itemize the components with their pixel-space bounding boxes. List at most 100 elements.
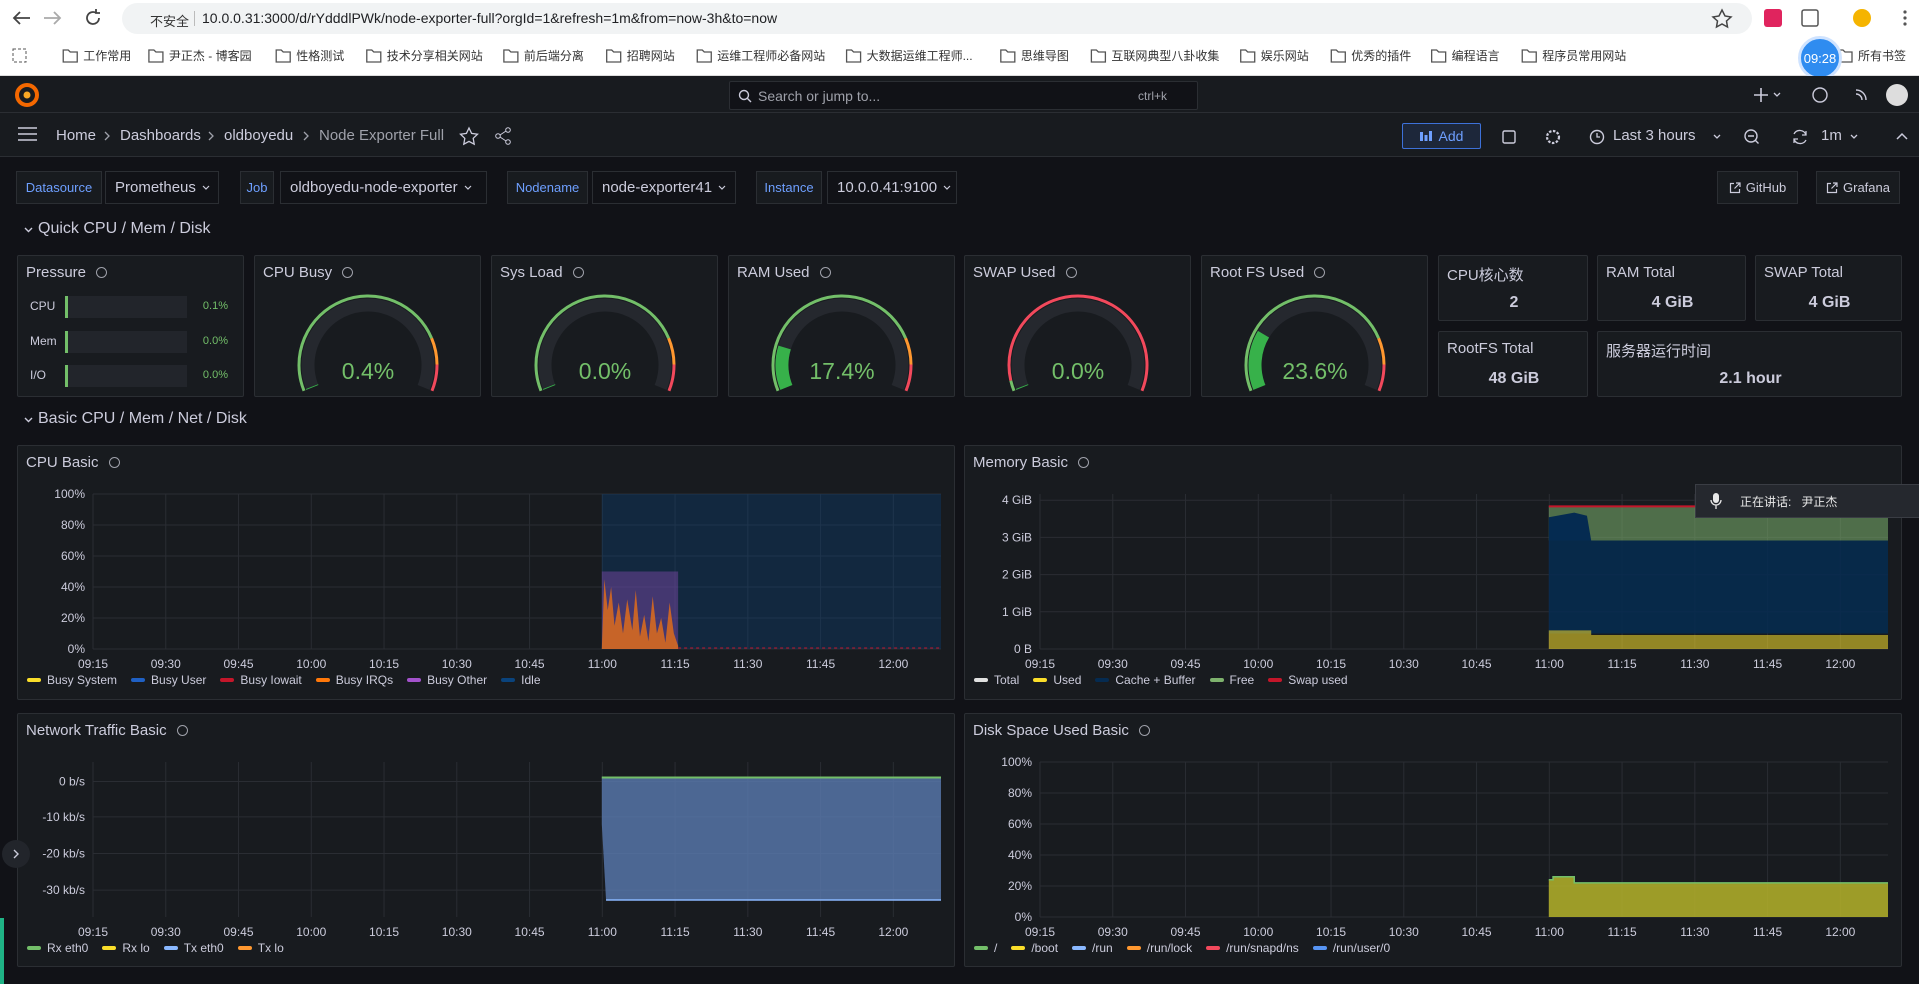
- legend-item[interactable]: /boot: [1011, 941, 1058, 955]
- bookmark[interactable]: 性格测试: [296, 49, 345, 63]
- row-title[interactable]: Basic CPU / Mem / Net / Disk: [38, 410, 247, 427]
- legend-item[interactable]: /run: [1072, 941, 1113, 955]
- bookmark[interactable]: 娱乐网站: [1260, 49, 1309, 63]
- add-button[interactable]: Add: [1402, 123, 1481, 149]
- bookmark[interactable]: 优秀的插件: [1351, 49, 1412, 63]
- legend-item[interactable]: /run/user/0: [1312, 941, 1390, 955]
- bookmark[interactable]: 工作常用: [83, 49, 132, 63]
- legend-item[interactable]: Busy Iowait: [220, 673, 302, 687]
- x-tick-label: 11:30: [1680, 657, 1709, 671]
- gauge-label: 0.4%: [342, 358, 394, 384]
- dashboard-link[interactable]: Grafana: [1816, 171, 1900, 204]
- legend-item[interactable]: /: [974, 941, 997, 955]
- legend-item[interactable]: Free: [1209, 673, 1254, 687]
- variable-select[interactable]: Prometheus: [105, 171, 219, 204]
- legend-swatch: [1011, 946, 1026, 950]
- legend-item[interactable]: Tx lo: [237, 941, 284, 955]
- x-tick-label: 10:45: [1462, 925, 1492, 939]
- legend-item[interactable]: Busy User: [131, 673, 206, 687]
- threshold-ring: [297, 294, 433, 392]
- panel-title: Root FS Used: [1210, 264, 1326, 281]
- bookmark[interactable]: 编程语言: [1451, 49, 1500, 63]
- bookmark[interactable]: 运维工程师必备网站: [717, 49, 826, 63]
- all-bookmarks[interactable]: 所有书签: [1858, 49, 1907, 63]
- address-bar[interactable]: 不安全 10.0.0.31:3000/d/rYdddlPWk/node-expor…: [122, 3, 1752, 34]
- legend-swatch: [131, 678, 146, 682]
- y-tick-label: 80%: [61, 518, 85, 532]
- icon: [718, 185, 726, 190]
- bookmark[interactable]: 互联网典型八卦收集: [1111, 49, 1220, 63]
- panel-title: 服务器运行时间: [1606, 340, 1711, 361]
- ext-icon: [1801, 9, 1819, 27]
- clock: 09:28: [1803, 50, 1837, 66]
- legend-swatch: [1033, 678, 1048, 682]
- search-box[interactable]: Search or jump to... ctrl+k: [729, 81, 1198, 110]
- gauge-track: [538, 298, 672, 390]
- legend-item[interactable]: /run/snapd/ns: [1206, 941, 1299, 955]
- breadcrumb[interactable]: Home: [56, 127, 97, 144]
- legend-label: /: [994, 941, 998, 955]
- side-handle[interactable]: [2, 840, 30, 868]
- breadcrumb[interactable]: Dashboards: [120, 127, 201, 144]
- bookmark[interactable]: 程序员常用网站: [1542, 49, 1627, 63]
- variable-select[interactable]: oldboyedu-node-exporter: [280, 171, 487, 204]
- pressure-track: [65, 330, 187, 353]
- value: node-exporter41: [602, 179, 713, 196]
- panel-title: Memory Basic: [973, 454, 1090, 471]
- topbar-icons: [1754, 84, 1908, 106]
- legend-item[interactable]: Total: [974, 673, 1019, 687]
- stat-value: 48 GiB: [1439, 370, 1589, 390]
- chart: 100% 80% 60% 40% 20% 0%09:15 09:30 09:45 10:00 10…: [54, 487, 941, 671]
- bookmark[interactable]: 大数据运维工程师...: [866, 49, 973, 63]
- legend-item[interactable]: /run/lock: [1126, 941, 1192, 955]
- refresh-interval[interactable]: 1m: [1821, 127, 1842, 144]
- panel-title: Disk Space Used Basic: [973, 722, 1150, 739]
- legend-item[interactable]: Swap used: [1268, 673, 1348, 687]
- legend-item[interactable]: Cache + Buffer: [1095, 673, 1196, 687]
- dashboard-link[interactable]: GitHub: [1717, 171, 1798, 204]
- x-tick-label: 11:15: [1607, 657, 1636, 671]
- threshold-ring: [1007, 294, 1149, 392]
- icon: [13, 849, 19, 859]
- breadcrumb[interactable]: oldboyedu: [224, 127, 294, 144]
- link-label: GitHub: [1745, 180, 1787, 195]
- legend-item[interactable]: Rx eth0: [27, 941, 88, 955]
- y-tick-label: 0 b/s: [59, 775, 85, 789]
- y-tick-label: -30 kb/s: [42, 883, 85, 897]
- variable-select[interactable]: 10.0.0.41:9100: [827, 171, 957, 204]
- legend-item[interactable]: Used: [1033, 673, 1081, 687]
- legend-item[interactable]: Tx eth0: [163, 941, 224, 955]
- menu-dots: [1903, 10, 1907, 14]
- legend-item[interactable]: Busy System: [27, 673, 117, 687]
- apps-icon: [12, 48, 27, 63]
- panel: CPU Busy 0.4%: [254, 255, 481, 397]
- legend-label: /run: [1092, 941, 1113, 955]
- legend-label: Idle: [521, 673, 541, 687]
- clock-icon: [1596, 133, 1600, 138]
- bookmark[interactable]: 招聘网站: [626, 49, 675, 63]
- time-range[interactable]: Last 3 hours: [1613, 127, 1696, 144]
- url[interactable]: 10.0.0.31:3000/d/rYdddlPWk/node-exporter…: [202, 10, 778, 26]
- pressure-bar: [65, 365, 68, 387]
- title: RAM Used: [737, 264, 810, 281]
- bookmark[interactable]: 尹正杰 - 博客园: [168, 49, 252, 63]
- legend-item[interactable]: Busy IRQs: [315, 673, 393, 687]
- zoom-out-button: [1748, 135, 1759, 144]
- pressure-track: [65, 296, 187, 318]
- bookmark[interactable]: 技术分享相关网站: [386, 49, 483, 63]
- legend-item[interactable]: Rx lo: [102, 941, 150, 955]
- x-tick-label: 11:30: [1680, 925, 1709, 939]
- menu-button: [18, 127, 37, 141]
- legend-item[interactable]: Idle: [501, 673, 541, 687]
- bookmark[interactable]: 思维导图: [1020, 49, 1069, 63]
- pressure-label: I/O: [30, 368, 47, 382]
- variable-label: Instance: [756, 171, 822, 204]
- row-title[interactable]: Quick CPU / Mem / Disk: [38, 220, 211, 237]
- bookmark[interactable]: 前后端分离: [523, 49, 584, 63]
- folder-icon: [1090, 49, 1107, 63]
- legend-label: /run/snapd/ns: [1226, 941, 1299, 955]
- gauge-track: [301, 298, 435, 390]
- legend-item[interactable]: Busy Other: [407, 673, 487, 687]
- variable-select[interactable]: node-exporter41: [592, 171, 736, 204]
- row-chevron: [24, 227, 33, 233]
